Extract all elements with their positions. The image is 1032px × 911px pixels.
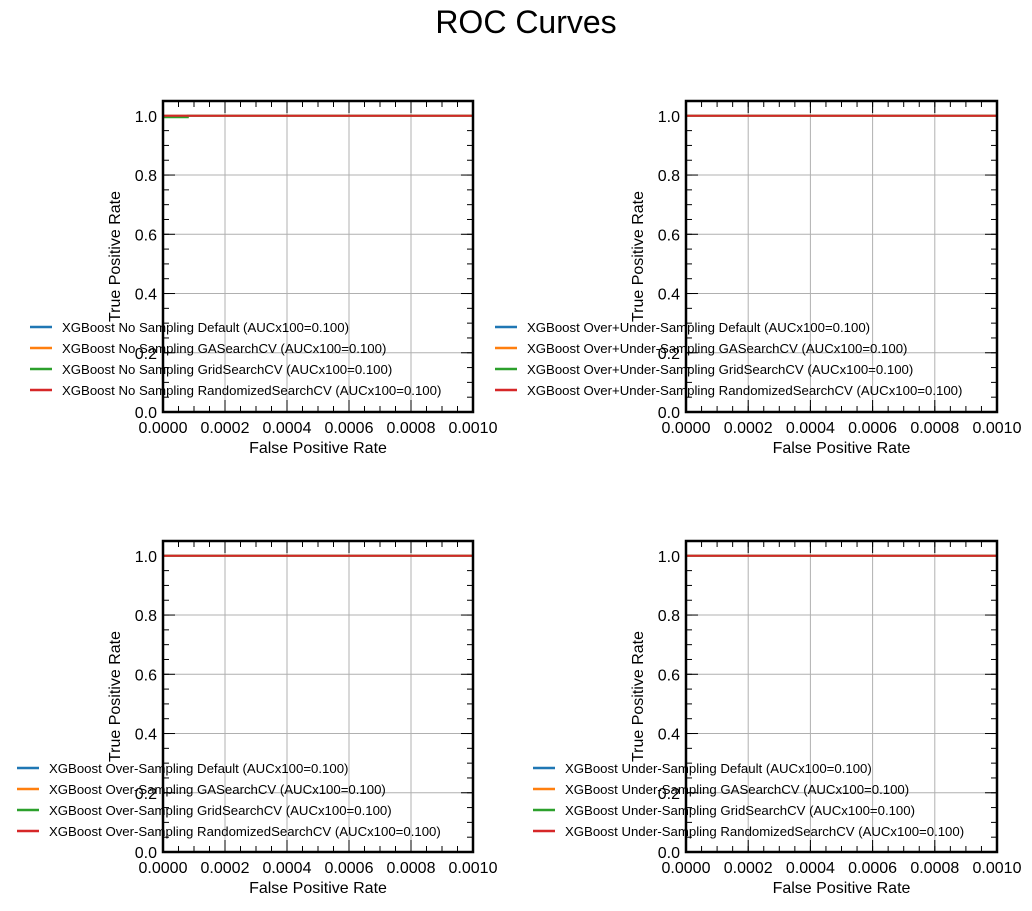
- legend-entry-4: XGBoost Over-Sampling RandomizedSearchCV…: [49, 824, 441, 839]
- legend-entry-2: XGBoost Over-Sampling GASearchCV (AUCx10…: [49, 782, 386, 797]
- legend-entry-2: XGBoost Over+Under-Sampling GASearchCV (…: [527, 341, 907, 356]
- y-tick-label: 0.6: [658, 227, 680, 244]
- x-tick-label: 0.0010: [973, 420, 1022, 437]
- y-tick-label: 0.8: [658, 608, 680, 625]
- legend-entry-3: XGBoost Over-Sampling GridSearchCV (AUCx…: [49, 803, 392, 818]
- y-tick-label: 0.6: [135, 667, 157, 684]
- roc-panel-1: 0.0000 0.0002 0.0004 0.0006 0.0008 0.0010 0.0 0…: [30, 99, 498, 457]
- x-tick-label: 0.0000: [139, 420, 188, 437]
- x-axis-label: False Positive Rate: [249, 440, 387, 457]
- x-tick-label: 0.0000: [139, 860, 188, 877]
- legend-entry-1: XGBoost Over+Under-Sampling Default (AUC…: [527, 320, 870, 335]
- x-tick-label: 0.0008: [910, 860, 959, 877]
- x-tick-label: 0.0008: [387, 860, 436, 877]
- axes-frame: [161, 99, 475, 414]
- legend-entry-3: XGBoost No Sampling GridSearchCV (AUCx10…: [62, 362, 392, 377]
- x-tick-label: 0.0010: [449, 420, 498, 437]
- y-tick-label: 0.2: [135, 786, 157, 803]
- x-tick-label: 0.0010: [449, 860, 498, 877]
- axes-frame: [684, 99, 999, 414]
- roc-panel-2: 0.0000 0.0002 0.0004 0.0006 0.0008 0.0010 0.0 0…: [495, 99, 1022, 457]
- x-axis-label: False Positive Rate: [773, 440, 911, 457]
- legend-entry-2: XGBoost Under-Sampling GASearchCV (AUCx1…: [565, 782, 909, 797]
- legend: XGBoost Over+Under-Sampling Default (AUC…: [495, 320, 962, 398]
- legend-entry-4: XGBoost No Sampling RandomizedSearchCV (…: [62, 383, 441, 398]
- x-axis-label: False Positive Rate: [773, 880, 911, 897]
- roc-panel-4: 0.0000 0.0002 0.0004 0.0006 0.0008 0.0010 0.0 0…: [533, 539, 1022, 897]
- x-tick-label: 0.0008: [387, 420, 436, 437]
- legend-entry-3: XGBoost Under-Sampling GridSearchCV (AUC…: [565, 803, 915, 818]
- x-tick-label: 0.0002: [201, 420, 250, 437]
- y-axis-label: True Positive Rate: [630, 631, 647, 762]
- y-tick-label: 0.8: [658, 168, 680, 185]
- y-tick-label: 0.2: [658, 346, 680, 363]
- y-tick-label: 0.4: [135, 287, 157, 304]
- x-tick-label: 0.0006: [325, 860, 374, 877]
- axes-frame: [684, 539, 999, 854]
- x-tick-label: 0.0004: [263, 420, 312, 437]
- x-tick-label: 0.0004: [786, 860, 835, 877]
- y-tick-label: 0.8: [135, 608, 157, 625]
- y-tick-label: 0.0: [135, 405, 157, 422]
- y-tick-label: 0.6: [658, 667, 680, 684]
- y-axis-label: True Positive Rate: [107, 191, 124, 322]
- y-tick-label: 1.0: [658, 109, 680, 126]
- y-tick-label: 0.6: [135, 227, 157, 244]
- x-tick-label: 0.0002: [201, 860, 250, 877]
- y-tick-label: 0.0: [658, 845, 680, 862]
- legend-entry-2: XGBoost No Sampling GASearchCV (AUCx100=…: [62, 341, 386, 356]
- legend-entry-1: XGBoost No Sampling Default (AUCx100=0.1…: [62, 320, 349, 335]
- y-tick-label: 0.8: [135, 168, 157, 185]
- x-tick-label: 0.0002: [724, 860, 773, 877]
- y-tick-label: 1.0: [135, 109, 157, 126]
- y-tick-label: 1.0: [658, 549, 680, 566]
- x-tick-label: 0.0010: [973, 860, 1022, 877]
- x-tick-label: 0.0006: [848, 860, 897, 877]
- x-tick-label: 0.0006: [848, 420, 897, 437]
- y-tick-label: 0.4: [658, 727, 680, 744]
- y-axis-label: True Positive Rate: [107, 631, 124, 762]
- x-tick-label: 0.0004: [263, 860, 312, 877]
- x-tick-label: 0.0006: [325, 420, 374, 437]
- legend: XGBoost Over-Sampling Default (AUCx100=0…: [17, 761, 441, 839]
- axes-frame: [161, 539, 475, 854]
- legend-entry-1: XGBoost Over-Sampling Default (AUCx100=0…: [49, 761, 348, 776]
- y-tick-label: 0.2: [658, 786, 680, 803]
- y-tick-label: 1.0: [135, 549, 157, 566]
- legend-entry-1: XGBoost Under-Sampling Default (AUCx100=…: [565, 761, 872, 776]
- roc-panel-3: 0.0000 0.0002 0.0004 0.0006 0.0008 0.0010 0.0 0…: [17, 539, 498, 897]
- y-tick-label: 0.4: [135, 727, 157, 744]
- y-tick-label: 0.4: [658, 287, 680, 304]
- legend: XGBoost No Sampling Default (AUCx100=0.1…: [30, 320, 441, 398]
- figure-title: ROC Curves: [435, 4, 616, 40]
- y-tick-label: 0.0: [135, 845, 157, 862]
- y-tick-label: 0.2: [135, 346, 157, 363]
- x-tick-label: 0.0000: [662, 860, 711, 877]
- y-tick-label: 0.0: [658, 405, 680, 422]
- x-tick-label: 0.0008: [910, 420, 959, 437]
- y-axis-label: True Positive Rate: [630, 191, 647, 322]
- x-tick-label: 0.0004: [786, 420, 835, 437]
- x-tick-label: 0.0002: [724, 420, 773, 437]
- legend-entry-4: XGBoost Under-Sampling RandomizedSearchC…: [565, 824, 964, 839]
- legend-entry-3: XGBoost Over+Under-Sampling GridSearchCV…: [527, 362, 913, 377]
- legend: XGBoost Under-Sampling Default (AUCx100=…: [533, 761, 964, 839]
- x-tick-label: 0.0000: [662, 420, 711, 437]
- legend-entry-4: XGBoost Over+Under-Sampling RandomizedSe…: [527, 383, 962, 398]
- x-axis-label: False Positive Rate: [249, 880, 387, 897]
